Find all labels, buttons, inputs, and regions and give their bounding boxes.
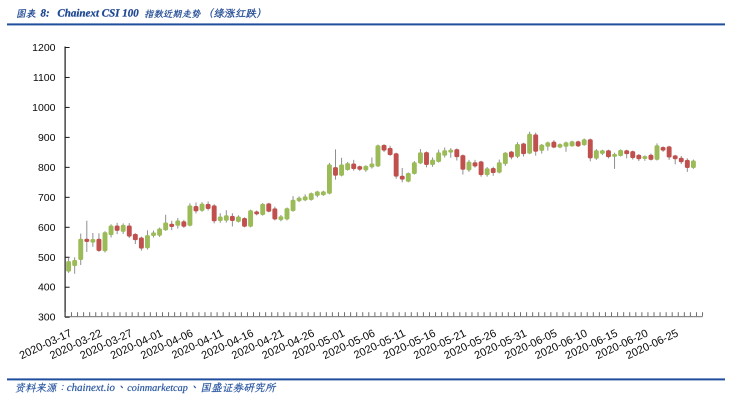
svg-text:500: 500 <box>38 252 56 264</box>
svg-text:1200: 1200 <box>32 42 56 54</box>
svg-text:300: 300 <box>38 312 56 324</box>
svg-text:700: 700 <box>38 192 56 204</box>
svg-text:900: 900 <box>38 132 56 144</box>
svg-text:1100: 1100 <box>33 72 56 84</box>
svg-text:800: 800 <box>38 162 56 174</box>
svg-text:600: 600 <box>38 222 56 234</box>
svg-text:1000: 1000 <box>32 102 56 114</box>
svg-text:400: 400 <box>38 282 56 294</box>
